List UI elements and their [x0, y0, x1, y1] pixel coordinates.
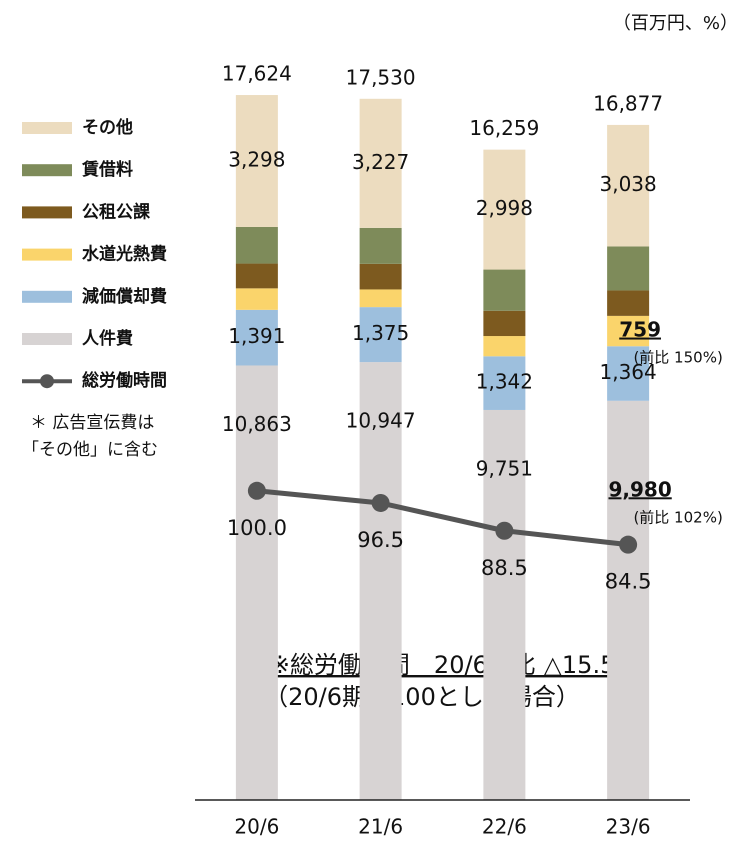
bar-segment: [607, 290, 650, 316]
bar-segment: [483, 336, 526, 357]
value-label: 759: [619, 318, 661, 342]
total-label: 17,624: [222, 62, 292, 86]
line-label: 100.0: [227, 516, 287, 540]
bar-segment: [235, 309, 278, 366]
legend-swatch: [22, 290, 72, 303]
note: (前比 150%): [633, 349, 722, 367]
line-point: [619, 535, 638, 554]
legend-label: その他: [82, 117, 133, 138]
bar-segment: [359, 263, 402, 290]
note: (前比 102%): [633, 508, 722, 526]
legend-swatch: [22, 333, 72, 345]
x-tick-label: 22/6: [482, 815, 527, 839]
line-point: [495, 521, 514, 540]
line-point: [247, 481, 266, 500]
value-label: 3,038: [599, 172, 656, 196]
legend-label: 水道光熱費: [82, 244, 167, 265]
bar-segment: [607, 400, 650, 800]
line-point: [371, 493, 390, 512]
annotation: （20/6期を100とした場合）: [264, 683, 580, 711]
total-label: 16,877: [593, 91, 663, 115]
bar-segment: [607, 246, 650, 291]
x-tick-label: 21/6: [358, 815, 403, 839]
legend-label: 公租公課: [82, 201, 151, 222]
legend-marker: [40, 374, 54, 389]
bar-segment: [359, 362, 402, 800]
bar-segment: [607, 346, 650, 401]
legend-label: 賃借料: [81, 159, 133, 180]
line-label: 88.5: [481, 556, 528, 580]
bar-segment: [235, 365, 278, 800]
bar-segment: [235, 95, 278, 227]
value-label: 10,947: [346, 409, 416, 433]
bar-segment: [483, 356, 526, 410]
value-label: 1,391: [228, 324, 285, 348]
bar-segment: [483, 269, 526, 311]
legend-swatch: [22, 122, 72, 134]
total-label: 17,530: [346, 65, 416, 89]
line-label: 84.5: [605, 570, 652, 594]
bar-segment: [483, 310, 526, 337]
x-tick-label: 23/6: [606, 815, 651, 839]
bar-segment: [607, 124, 650, 247]
bar-segment: [483, 409, 526, 800]
value-label: 1,342: [476, 370, 533, 394]
legend-label: 人件費: [82, 328, 133, 349]
value-label: 1,375: [352, 321, 409, 345]
bar-segment: [235, 226, 278, 264]
legend-swatch: [22, 248, 72, 261]
bar-segment: [359, 227, 402, 264]
value-label: 2,998: [476, 196, 533, 220]
bar-segment: [359, 289, 402, 308]
legend-label: 総労働時間: [82, 370, 167, 391]
legend-label: 減価償却費: [82, 286, 167, 307]
annotation: ※総労働時間 20/6期比 △15.5%: [270, 651, 638, 679]
bar-segment: [607, 315, 650, 347]
legend-swatch: [22, 206, 72, 219]
bar-segment: [359, 307, 402, 363]
value-label: 9,980: [608, 477, 671, 501]
value-label: 10,863: [222, 412, 292, 436]
footnote: 「その他」に含む: [22, 440, 158, 460]
bar-segment: [483, 149, 526, 270]
x-tick-label: 20/6: [234, 815, 279, 839]
unit-label: （百万円、%）: [613, 13, 738, 34]
footnote: ＊ 広告宣伝費は: [30, 413, 154, 433]
value-label: 9,751: [476, 456, 533, 480]
line: [256, 488, 629, 548]
value-label: 1,364: [599, 360, 656, 384]
value-label: 3,298: [228, 148, 285, 172]
bar-segment: [235, 263, 278, 289]
total-label: 16,259: [469, 116, 539, 140]
line-label: 96.5: [357, 528, 404, 552]
value-label: 3,227: [352, 150, 409, 174]
bar-segment: [359, 98, 402, 228]
bar-segment: [235, 288, 278, 310]
legend-swatch: [22, 164, 72, 177]
